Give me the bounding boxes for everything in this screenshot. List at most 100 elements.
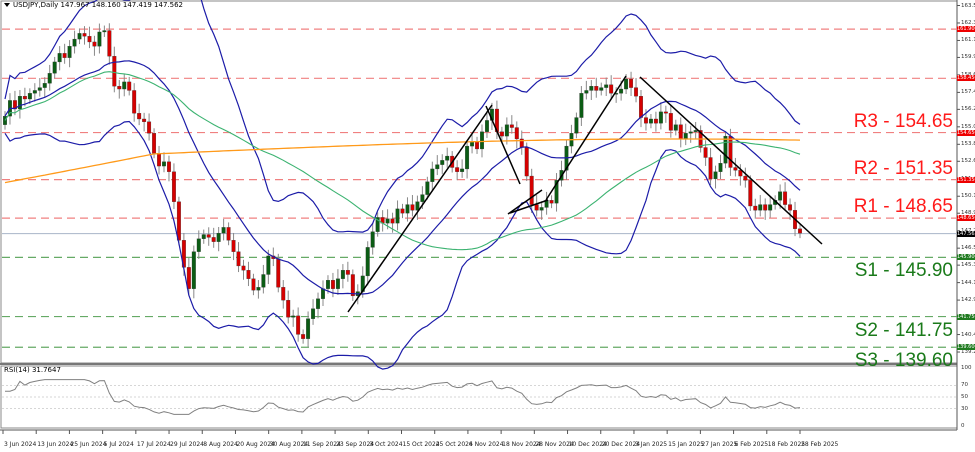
candle: [629, 78, 634, 88]
date-axis-tick: 3 Oct 2024: [369, 441, 403, 448]
level-tag-r1: 148.650: [957, 215, 975, 222]
date-axis-tick: 3 Jan 2025: [634, 441, 668, 448]
level-tag-s2: 141.750: [957, 313, 975, 320]
candle: [753, 205, 758, 211]
level-tag-r3: 154.650: [957, 129, 975, 136]
trendline[interactable]: [347, 104, 493, 313]
candle: [758, 204, 763, 211]
candle: [504, 124, 509, 137]
bollinger-lower-band: [4, 120, 801, 370]
candle: [475, 141, 479, 150]
date-axis-tick: 13 Jun 2024: [37, 441, 74, 448]
price-axis-tick: 139.265: [961, 349, 975, 356]
candle: [763, 204, 768, 211]
trendline[interactable]: [507, 189, 543, 215]
rsi-line: [5, 379, 801, 415]
candle: [291, 315, 296, 318]
candle: [524, 147, 529, 177]
candle: [644, 117, 648, 124]
candle: [191, 251, 196, 289]
candle: [673, 124, 678, 131]
candle: [97, 31, 102, 47]
candle: [57, 53, 62, 63]
candle: [326, 280, 330, 289]
candle: [435, 164, 440, 170]
candle: [42, 83, 47, 88]
candle: [37, 87, 42, 91]
candle: [445, 155, 450, 161]
trendline[interactable]: [485, 105, 521, 185]
candle: [27, 93, 32, 100]
candle: [157, 153, 161, 167]
ma-100-line: [4, 71, 801, 251]
candle: [52, 61, 57, 74]
candle: [335, 278, 340, 289]
candle: [256, 287, 261, 291]
candle: [385, 218, 390, 224]
candle: [22, 96, 27, 100]
candle: [390, 218, 395, 224]
candle: [92, 41, 97, 47]
candle: [127, 81, 132, 91]
date-axis-tick: 27 Jan 2025: [701, 441, 738, 448]
candle: [400, 208, 405, 214]
level-label-r1: R1 - 148.65: [853, 196, 953, 218]
candle: [589, 86, 594, 91]
candle: [465, 145, 470, 170]
rsi-axis-tick: 100: [961, 365, 972, 371]
candle: [17, 96, 22, 110]
candle: [286, 300, 291, 318]
candle: [798, 228, 802, 234]
candle: [162, 161, 166, 167]
candle: [321, 288, 325, 299]
date-axis-tick: 11 Sep 2024: [302, 441, 341, 448]
bollinger-upper-band: [4, 0, 801, 233]
price-axis-tick: 157.465: [961, 89, 975, 96]
candle: [112, 56, 117, 87]
date-axis-tick: 30 Aug 2024: [269, 441, 309, 448]
candle: [415, 201, 420, 211]
date-axis-tick: 10 Dec 2024: [568, 441, 607, 448]
trendline[interactable]: [509, 199, 549, 214]
collapse-triangle-icon[interactable]: [4, 3, 10, 7]
ma-200-line: [4, 138, 801, 184]
candle: [460, 168, 465, 172]
candle: [574, 117, 579, 134]
candle: [62, 53, 67, 58]
price-axis-tick: 145.355: [961, 262, 975, 269]
candle: [748, 180, 753, 207]
date-axis-tick: 5 Jul 2024: [103, 441, 134, 448]
candle: [514, 127, 519, 140]
candle: [221, 227, 226, 234]
trendline[interactable]: [639, 76, 823, 245]
candle: [306, 318, 311, 339]
candle: [251, 278, 256, 291]
candle: [634, 87, 638, 97]
candle: [266, 255, 271, 275]
date-axis-tick: 6 Feb 2025: [734, 441, 769, 448]
candle: [167, 161, 171, 172]
price-axis-tick: 162.330: [961, 19, 975, 26]
candle: [718, 163, 723, 172]
candle: [778, 191, 783, 201]
price-axis-tick: 152.635: [961, 158, 975, 165]
candle: [301, 334, 306, 339]
candle: [410, 204, 415, 211]
candle: [678, 124, 683, 140]
price-axis-tick: 155.050: [961, 123, 975, 130]
candle: [768, 204, 773, 211]
current-price-tag: 147.562: [957, 230, 975, 237]
rsi-axis-tick: 50: [961, 394, 968, 400]
candle: [480, 131, 484, 150]
candle: [370, 231, 375, 248]
candle: [658, 111, 663, 124]
candle: [430, 168, 435, 182]
level-label-s3: S3 - 139.60: [854, 350, 953, 372]
candle: [142, 118, 147, 122]
candle: [420, 194, 425, 202]
trendline[interactable]: [545, 75, 627, 201]
candle: [32, 90, 37, 94]
candle: [738, 170, 743, 177]
